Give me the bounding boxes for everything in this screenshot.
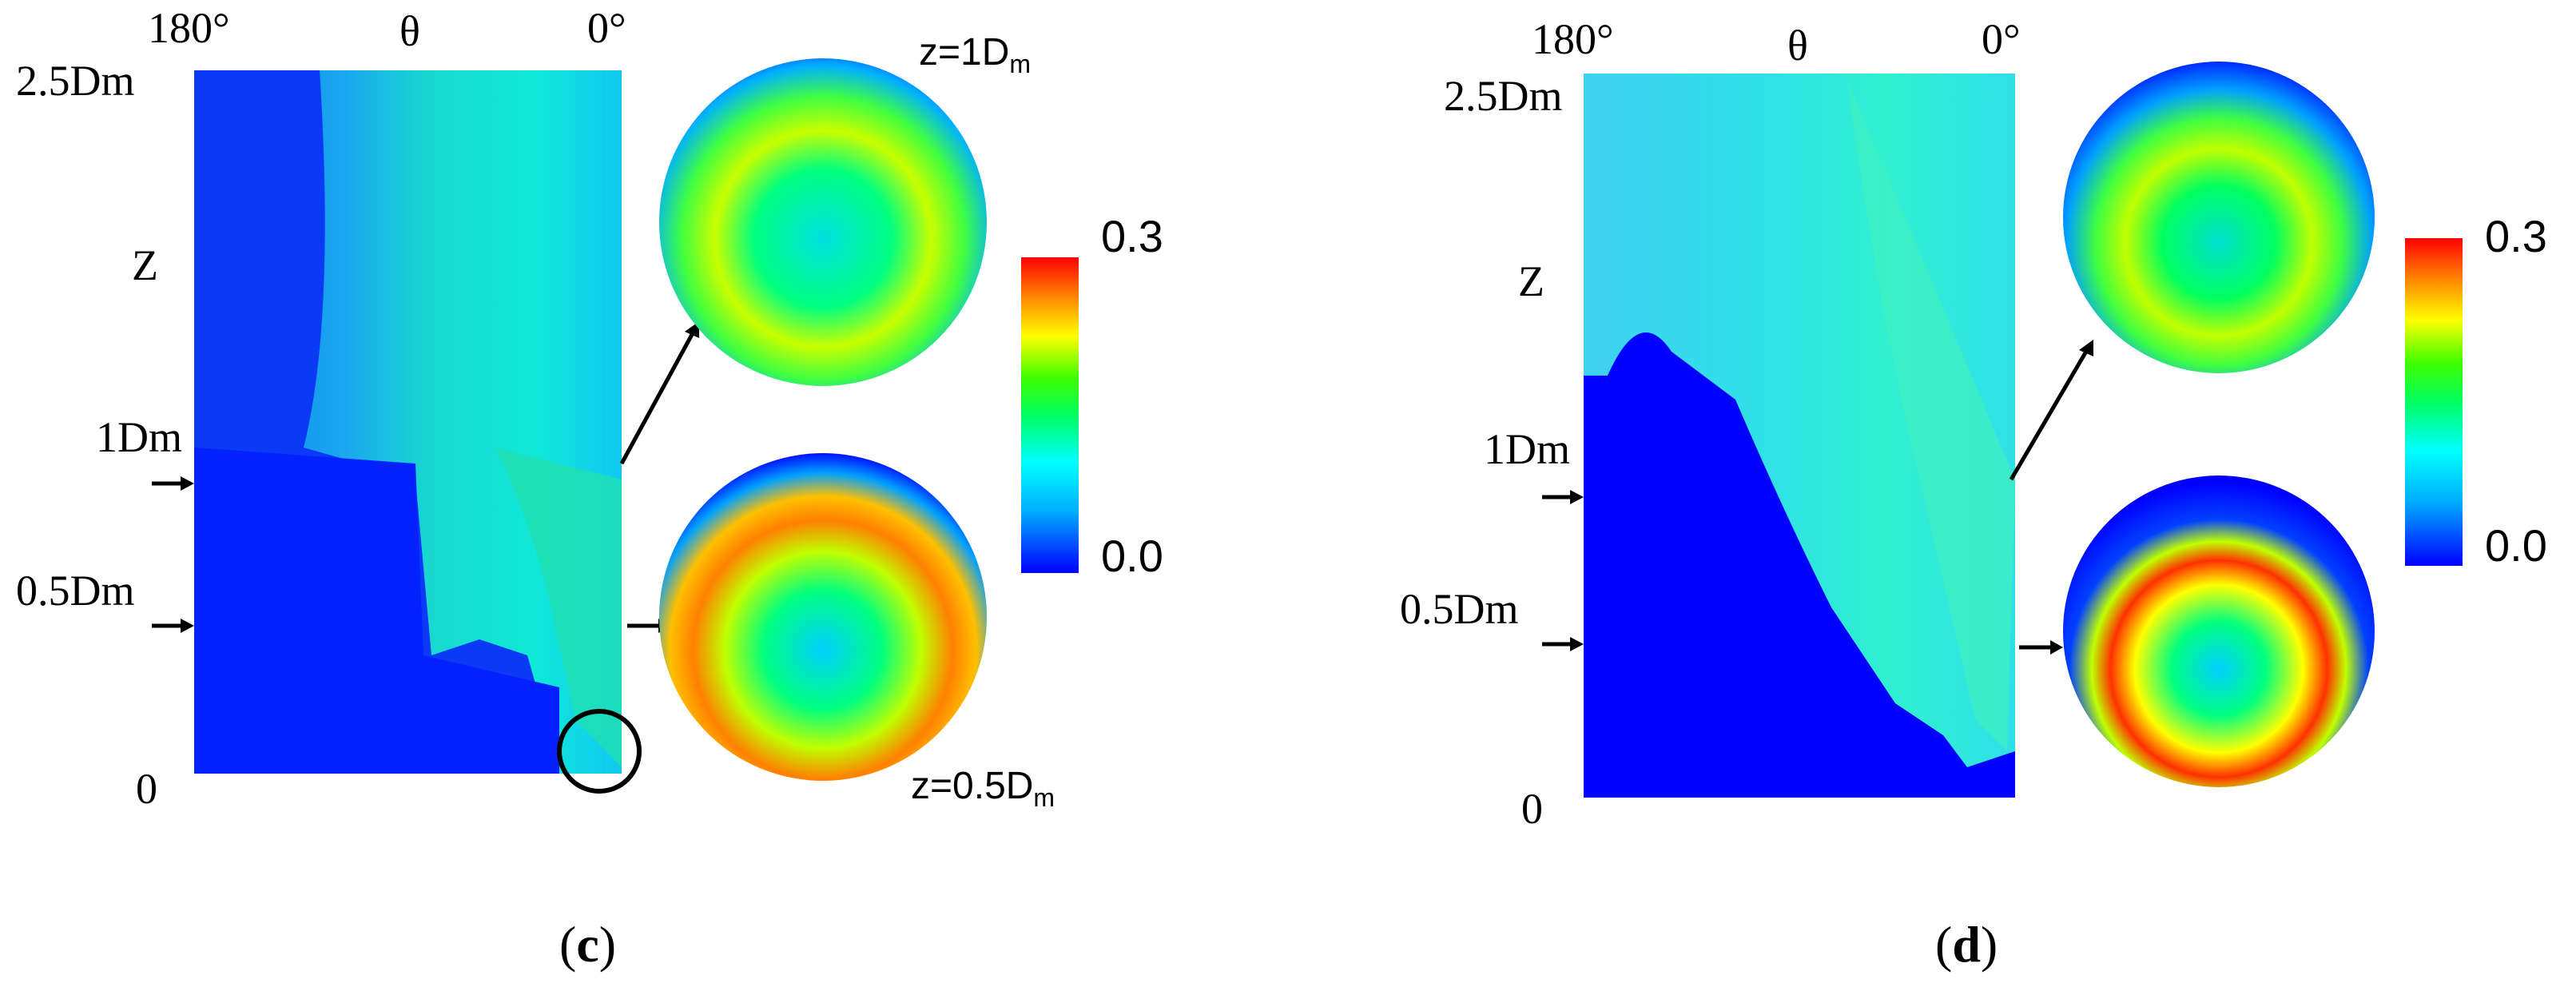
contour-marker-arc-c xyxy=(557,709,642,794)
z-0-label-d: 0 xyxy=(1521,785,1543,833)
colorbar-max-label-c: 0.3 xyxy=(1101,211,1163,261)
arrow-to-slice-top-d xyxy=(2009,340,2093,481)
theta-label-c: θ xyxy=(400,7,420,55)
contour-blue-region-d xyxy=(1584,332,2015,798)
z-axis-label-d: Z xyxy=(1518,257,1544,305)
arrow-05dm-d xyxy=(1542,637,1584,651)
slice-top-c xyxy=(659,58,987,386)
panel-d: 180° θ 0° 2.5Dm Z 1Dm 0.5Dm 0 0.3 0.0 (d… xyxy=(1288,0,2576,983)
slice-top-d xyxy=(2063,62,2375,373)
arrow-to-slice-bottom-d xyxy=(2019,640,2063,655)
arrow-to-slice-top-c xyxy=(619,321,699,465)
contour-green-streak-d xyxy=(1847,80,2015,751)
caption-c: (c) xyxy=(559,916,617,973)
colorbar-d xyxy=(2405,238,2463,566)
z-05-label-d: 0.5Dm xyxy=(1400,585,1519,633)
arrow-05dm-c xyxy=(152,619,194,633)
slice-bottom-d xyxy=(2063,476,2375,787)
theta-label-d: θ xyxy=(1787,22,1808,70)
arrow-1dm-d xyxy=(1542,490,1584,504)
z-25-label-d: 2.5Dm xyxy=(1444,72,1563,120)
arrow-1dm-c xyxy=(152,476,194,491)
contour-deep-blue-c xyxy=(194,448,559,774)
colorbar-c xyxy=(1021,257,1079,573)
z-1-label-d: 1Dm xyxy=(1484,425,1570,473)
theta-0-label-c: 0° xyxy=(587,4,626,52)
z-axis-label-c: Z xyxy=(132,241,158,289)
colorbar-max-label-d: 0.3 xyxy=(2485,211,2547,261)
z-0-label-c: 0 xyxy=(136,765,157,813)
contour-green-plume-c xyxy=(495,448,622,767)
panel-c: 180° θ 0° 2.5Dm Z 1Dm 0.5Dm 0 z=1Dm z=0.… xyxy=(16,4,1163,973)
z-1-label-c: 1Dm xyxy=(96,413,182,461)
z-25-label-c: 2.5Dm xyxy=(16,57,135,105)
slice-bottom-c xyxy=(659,453,987,781)
caption-d: (d) xyxy=(1935,916,1998,973)
slice-top-label-c: z=1Dm xyxy=(919,31,1032,78)
panel-d-graphics xyxy=(1542,62,2463,798)
theta-180-label-c: 180° xyxy=(148,4,230,52)
colorbar-min-label-c: 0.0 xyxy=(1101,531,1163,581)
panel-c-graphics xyxy=(152,58,1079,794)
colorbar-min-label-d: 0.0 xyxy=(2485,520,2547,571)
theta-180-label-d: 180° xyxy=(1532,15,1614,63)
slice-bottom-label-c: z=0.5Dm xyxy=(911,765,1055,812)
z-05-label-c: 0.5Dm xyxy=(16,567,135,615)
theta-0-label-d: 0° xyxy=(1982,15,2021,63)
